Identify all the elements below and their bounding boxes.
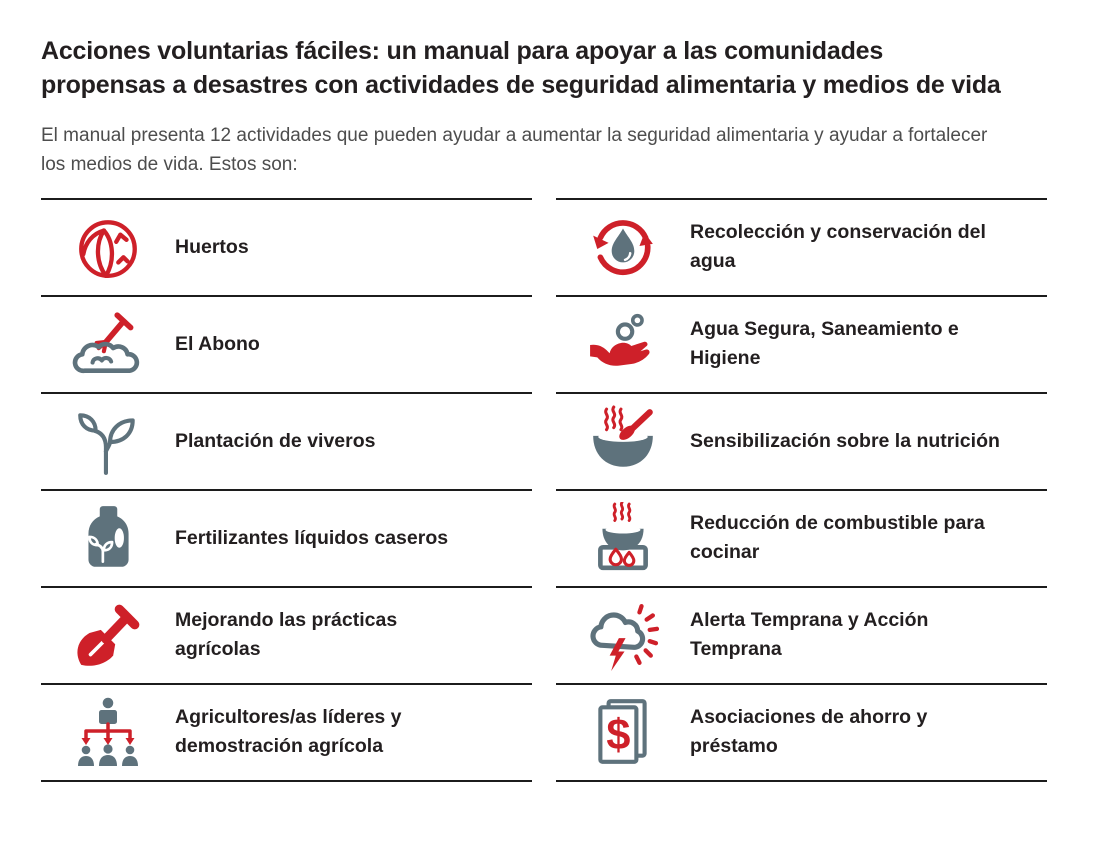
activities-column-right: Recolección y conservación del agua Agua… [556, 197, 1047, 782]
activities-column-left: Huertos El Abono [41, 197, 532, 782]
savings-ledger-icon: $ [556, 696, 690, 768]
activity-row: Sensibilización sobre la nutrición [556, 391, 1047, 489]
activity-label: El Abono [175, 332, 260, 355]
activity-label: Alerta Temprana y Acción Temprana [690, 609, 929, 661]
storm-alert-icon [556, 599, 690, 672]
activity-row: Alerta Temprana y Acción Temprana [556, 585, 1047, 683]
activity-label: Asociaciones de ahorro y préstamo [690, 706, 928, 758]
fertilizer-bottle-icon [41, 502, 175, 574]
activity-row: Agua Segura, Saneamiento e Higiene [556, 294, 1047, 392]
activity-label: Agua Segura, Saneamiento e Higiene [690, 318, 959, 370]
document-title: Acciones voluntarias fáciles: un manual … [41, 37, 1001, 99]
trowel-icon [41, 599, 175, 671]
water-recycle-icon [556, 211, 690, 283]
seedling-icon [41, 405, 175, 477]
hand-hygiene-icon [556, 308, 690, 380]
cooking-stove-icon [556, 502, 690, 574]
activity-row: Fertilizantes líquidos caseros [41, 488, 532, 586]
intro-text: El manual presenta 12 actividades que pu… [41, 125, 988, 175]
svg-text:$: $ [606, 712, 630, 760]
activity-row: Mejorando las prácticas agrícolas [41, 585, 532, 683]
activity-row: $ Asociaciones de ahorro y préstamo [556, 682, 1047, 780]
activity-label: Sensibilización sobre la nutrición [690, 429, 1000, 452]
activity-label: Reducción de combustible para cocinar [690, 512, 985, 564]
activity-row: Agricultores/as líderes y demostración a… [41, 682, 532, 780]
farmer-leaders-icon [41, 696, 175, 768]
activity-row: Plantación de viveros [41, 391, 532, 489]
compost-pitchfork-icon [41, 308, 175, 380]
activity-label: Mejorando las prácticas agrícolas [175, 609, 398, 661]
activity-row: Recolección y conservación del agua [556, 197, 1047, 295]
activity-label: Plantación de viveros [175, 429, 376, 452]
activity-label: Huertos [175, 235, 249, 258]
cabbage-icon [41, 211, 175, 283]
activity-row: El Abono [41, 294, 532, 392]
activity-row: Huertos [41, 197, 532, 295]
nutrition-bowl-icon [556, 405, 690, 477]
activity-label: Agricultores/as líderes y demostración a… [175, 706, 402, 758]
activity-row: Reducción de combustible para cocinar [556, 488, 1047, 586]
activity-label: Fertilizantes líquidos caseros [175, 526, 449, 549]
activity-label: Recolección y conservación del agua [690, 221, 986, 273]
activities-table: Huertos El Abono [41, 197, 1047, 782]
